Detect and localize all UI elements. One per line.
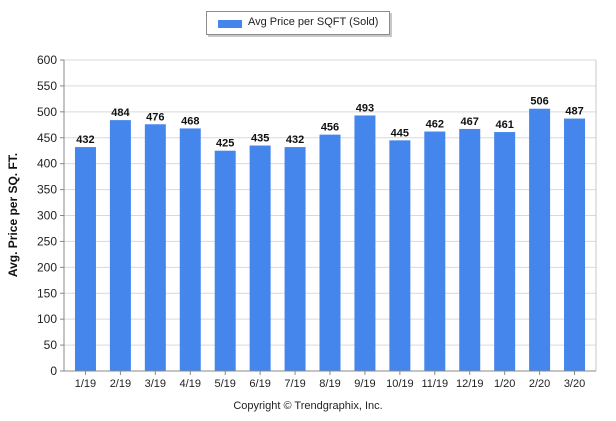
bar bbox=[179, 128, 201, 371]
data-label: 484 bbox=[111, 107, 130, 119]
x-tick-label: 8/19 bbox=[319, 378, 340, 390]
data-label: 462 bbox=[426, 119, 444, 131]
x-tick-label: 6/19 bbox=[249, 378, 270, 390]
data-label: 456 bbox=[321, 122, 339, 134]
bar bbox=[494, 132, 516, 371]
x-tick-label: 3/20 bbox=[564, 378, 585, 390]
data-label: 425 bbox=[216, 138, 234, 150]
y-tick-label: 450 bbox=[37, 131, 57, 145]
bar bbox=[529, 108, 551, 372]
legend: Avg Price per SQFT (Sold) bbox=[206, 11, 390, 35]
data-label: 506 bbox=[530, 96, 548, 108]
x-tick-label: 1/19 bbox=[75, 378, 96, 390]
y-tick-label: 100 bbox=[37, 312, 57, 326]
y-tick-label: 400 bbox=[37, 157, 57, 171]
y-tick-label: 600 bbox=[37, 53, 57, 67]
x-tick-label: 9/19 bbox=[354, 378, 375, 390]
bar bbox=[459, 128, 481, 371]
y-tick-label: 200 bbox=[37, 260, 57, 274]
data-label: 493 bbox=[356, 102, 374, 114]
data-label: 461 bbox=[495, 119, 513, 131]
bar bbox=[389, 140, 411, 371]
data-label: 432 bbox=[286, 134, 304, 146]
y-tick-label: 350 bbox=[37, 183, 57, 197]
y-tick-label: 300 bbox=[37, 209, 57, 223]
bar bbox=[354, 115, 376, 371]
x-tick-label: 5/19 bbox=[214, 378, 235, 390]
data-label: 435 bbox=[251, 133, 269, 145]
x-tick-label: 10/19 bbox=[386, 378, 414, 390]
bar bbox=[319, 134, 341, 371]
legend-swatch bbox=[218, 20, 242, 28]
bar bbox=[144, 124, 166, 371]
legend-label: Avg Price per SQFT (Sold) bbox=[248, 16, 379, 28]
bar bbox=[564, 118, 586, 372]
x-tick-label: 12/19 bbox=[456, 378, 484, 390]
y-tick-label: 500 bbox=[37, 105, 57, 119]
x-tick-label: 11/19 bbox=[421, 378, 448, 390]
data-label: 432 bbox=[76, 134, 94, 146]
x-tick-label: 2/20 bbox=[529, 378, 550, 390]
y-tick-label: 550 bbox=[37, 79, 57, 93]
y-tick-label: 250 bbox=[37, 234, 57, 248]
x-tick-label: 3/19 bbox=[145, 378, 166, 390]
copyright-text: Copyright © Trendgraphix, Inc. bbox=[233, 400, 383, 412]
y-tick-label: 150 bbox=[37, 286, 57, 300]
data-label: 476 bbox=[146, 111, 164, 123]
data-label: 467 bbox=[461, 116, 479, 128]
bar bbox=[74, 147, 96, 371]
bar bbox=[214, 150, 236, 371]
y-tick-label: 0 bbox=[50, 364, 57, 378]
bar bbox=[424, 131, 446, 371]
x-tick-label: 7/19 bbox=[284, 378, 305, 390]
y-tick-label: 50 bbox=[44, 338, 58, 352]
data-label: 468 bbox=[181, 115, 199, 127]
data-label: 487 bbox=[565, 106, 583, 118]
bar bbox=[249, 145, 271, 371]
bar bbox=[284, 147, 306, 371]
bar bbox=[109, 120, 131, 371]
x-tick-label: 2/19 bbox=[110, 378, 131, 390]
data-label: 445 bbox=[391, 127, 409, 139]
x-tick-label: 4/19 bbox=[180, 378, 201, 390]
x-tick-label: 1/20 bbox=[494, 378, 515, 390]
